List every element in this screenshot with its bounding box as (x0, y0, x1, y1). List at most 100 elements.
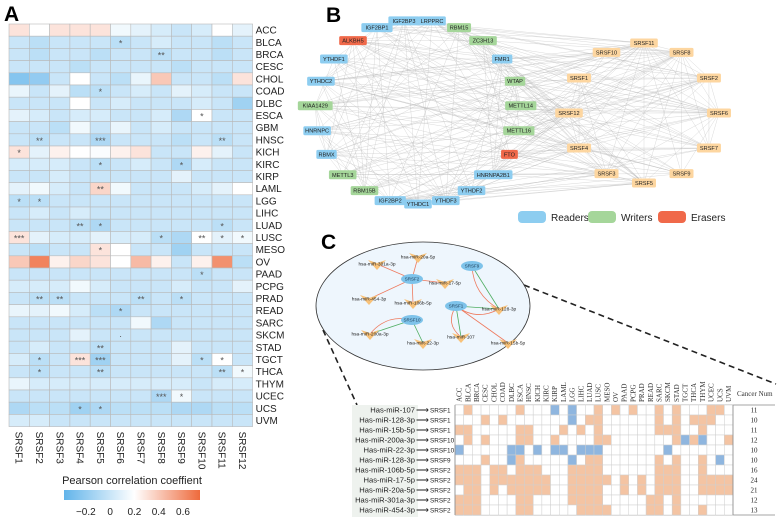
mirna-node (360, 295, 378, 305)
heatmap-cell (232, 267, 253, 281)
colorbar-title: Pearson correlation coeffient (62, 475, 202, 487)
heatmap-cell (69, 365, 91, 379)
network-edge (315, 105, 645, 184)
network-edge (315, 105, 519, 131)
matrix-cell (715, 464, 725, 476)
heatmap-cell (110, 109, 132, 122)
mirna-node (409, 253, 427, 263)
matrix-cell (472, 464, 482, 476)
heatmap-cell (171, 365, 192, 379)
heatmap-cell (150, 96, 172, 110)
network-edge (509, 147, 709, 155)
network-edge (315, 105, 419, 205)
panel-label-a: A (4, 3, 19, 26)
heatmap-cell (191, 377, 213, 391)
heatmap-cell (232, 121, 253, 135)
heatmap-cell (150, 35, 172, 49)
heatmap-cell (69, 48, 91, 61)
network-edge (326, 52, 607, 155)
matrix-cell (593, 424, 603, 436)
matrix-cell (454, 414, 464, 426)
heatmap-cell (28, 48, 50, 61)
heatmap-cell (89, 377, 111, 391)
matrix-cell (454, 404, 464, 416)
matrix-cell (524, 494, 534, 506)
matrix-cell (645, 444, 656, 456)
heatmap-cell (232, 72, 253, 86)
heatmap-cell (211, 401, 233, 415)
matrix-cell (689, 484, 699, 496)
matrix-cell (576, 434, 586, 446)
row-label: LIHC (256, 209, 279, 220)
matrix-cell (480, 474, 490, 486)
matrix-cell (724, 464, 734, 476)
network-edge (518, 130, 607, 174)
row-label: SARC (256, 318, 284, 329)
matrix-cell (541, 414, 551, 426)
heatmap-cell (8, 170, 30, 183)
matrix-cell (611, 494, 621, 506)
matrix-cell (585, 424, 595, 436)
cancer-num: 13 (751, 507, 759, 515)
heatmap-cell (69, 340, 91, 354)
network-edge (376, 27, 645, 44)
matrix-cell (619, 404, 629, 416)
legend-swatch-eraser (658, 211, 686, 223)
row-label: PRAD (256, 294, 284, 305)
matrix-column-header: SARC (655, 383, 663, 402)
heatmap-cell (150, 377, 172, 391)
matrix-cell (506, 464, 517, 476)
arrow-icon: ⟶ (416, 445, 429, 455)
matrix-cell (515, 464, 525, 476)
matrix-cell (541, 454, 551, 466)
network-edge (342, 174, 472, 191)
heatmap-cell (171, 328, 192, 342)
heatmap-cell (49, 389, 71, 403)
heatmap-cell (110, 389, 132, 403)
matrix-cell (524, 434, 534, 446)
heatmap-cell (171, 255, 192, 269)
heatmap-cell (8, 267, 30, 281)
matrix-cell (724, 454, 734, 466)
heatmap-cell (110, 157, 132, 171)
heatmap-cell (89, 121, 111, 135)
matrix-cell (454, 464, 464, 476)
matrix-cell (724, 414, 734, 426)
significance-mark: *** (75, 356, 86, 366)
matrix-cell (585, 494, 595, 506)
heatmap-cell (171, 23, 192, 37)
row-label: BRCA (256, 50, 284, 61)
matrix-cell (593, 454, 603, 466)
heatmap-cell (191, 365, 213, 379)
heatmap-cell (211, 328, 233, 342)
matrix-cell (654, 404, 664, 416)
network-edge (417, 42, 645, 205)
matrix-cell (602, 434, 612, 446)
matrix-cell (463, 464, 473, 476)
heatmap-cell (232, 389, 253, 403)
m6a-node-label: RBMX (318, 152, 334, 158)
heatmap-cell (8, 182, 30, 196)
network-edge (352, 40, 580, 79)
matrix-cell (602, 494, 612, 506)
heatmap-cell (69, 206, 91, 220)
heatmap-cell (130, 133, 152, 147)
heatmap-cell (130, 35, 152, 49)
srsf-node-label: SRSF5 (635, 181, 653, 187)
matrix-column-header: THCA (690, 383, 698, 402)
heatmap-cell (150, 340, 172, 354)
m6a-node-box (307, 76, 335, 86)
heatmap-cell (8, 328, 30, 342)
heatmap-cell (130, 145, 152, 159)
network-edge (471, 58, 503, 191)
heatmap-cell (89, 255, 111, 269)
heatmap-cell (49, 340, 71, 354)
heatmap-cell (211, 48, 233, 61)
network-edge (315, 77, 580, 106)
matrix-cell (550, 484, 560, 496)
matrix-cell (567, 414, 577, 426)
target-node (401, 315, 423, 325)
heatmap-cell (130, 231, 152, 244)
heatmap-cell (89, 389, 111, 403)
heatmap-cell (232, 304, 253, 318)
